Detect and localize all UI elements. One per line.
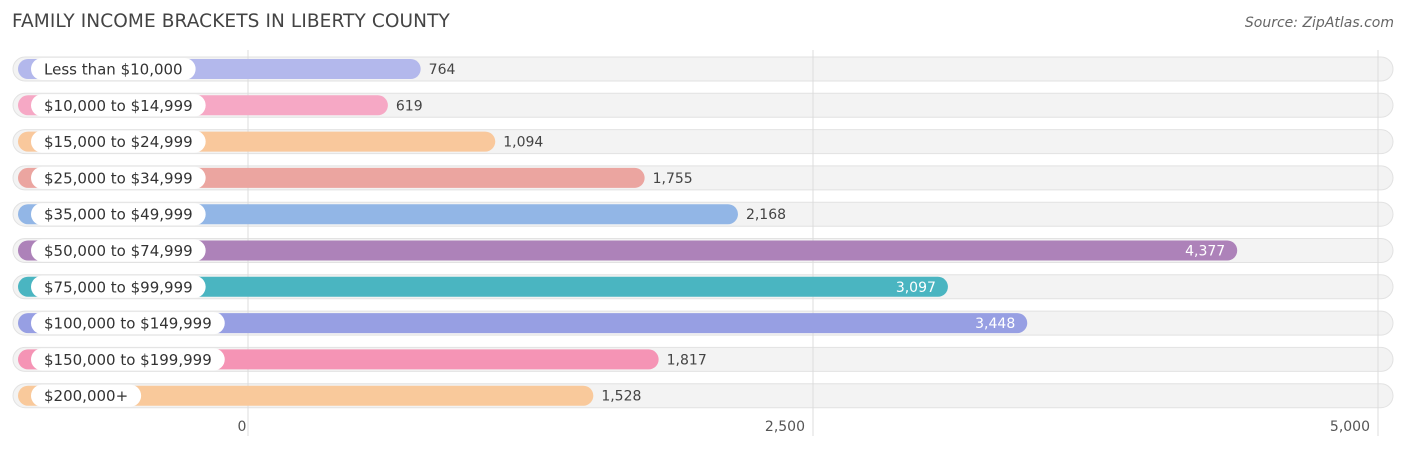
bar[interactable] <box>18 276 948 297</box>
category-label: $200,000+ <box>44 387 128 405</box>
category-label-pill <box>31 239 206 262</box>
category-label-pill <box>31 275 206 298</box>
category-label: $25,000 to $34,999 <box>44 169 193 187</box>
category-label: $15,000 to $24,999 <box>44 133 193 151</box>
chart-source: Source: ZipAtlas.com <box>1244 15 1394 31</box>
category-label-pill <box>31 94 206 117</box>
value-label: 1,817 <box>667 352 707 368</box>
category-label-pill <box>31 384 142 407</box>
category-label: $100,000 to $149,999 <box>44 315 212 333</box>
category-label: $150,000 to $199,999 <box>44 351 212 369</box>
category-label-pill <box>31 166 206 189</box>
value-label: 764 <box>429 62 456 78</box>
value-label: 2,168 <box>746 207 786 223</box>
value-label: 1,094 <box>503 135 543 151</box>
category-label-pill <box>31 348 225 371</box>
category-label: $10,000 to $14,999 <box>44 97 193 115</box>
category-label-pill <box>31 130 206 153</box>
category-label-pill <box>31 58 196 80</box>
bar[interactable] <box>18 240 1238 261</box>
value-label: 1,755 <box>653 171 693 187</box>
value-label: 619 <box>396 98 423 114</box>
x-tick-label: 2,500 <box>765 419 805 435</box>
value-label: 1,528 <box>601 389 641 405</box>
value-label: 4,377 <box>1185 244 1225 260</box>
category-label-pill <box>31 203 206 226</box>
x-tick-label: 5,000 <box>1330 419 1370 435</box>
category-label: $75,000 to $99,999 <box>44 278 193 296</box>
category-label: $35,000 to $49,999 <box>44 206 193 224</box>
category-label: $50,000 to $74,999 <box>44 242 193 260</box>
value-label: 3,448 <box>975 316 1015 332</box>
bar[interactable] <box>18 385 594 406</box>
x-tick-label: 0 <box>238 419 247 435</box>
category-label-pill <box>31 312 225 335</box>
value-label: 3,097 <box>896 280 936 296</box>
bar[interactable] <box>18 313 1028 334</box>
chart-title: FAMILY INCOME BRACKETS IN LIBERTY COUNTY <box>12 11 450 32</box>
category-label: Less than $10,000 <box>44 61 183 79</box>
